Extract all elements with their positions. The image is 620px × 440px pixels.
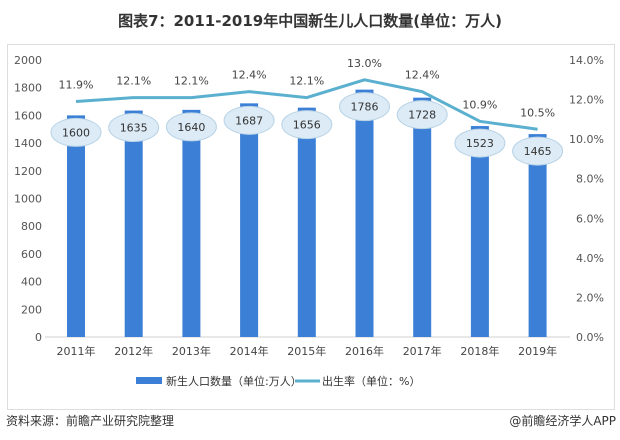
bar xyxy=(528,134,547,337)
x-tick-label: 2019年 xyxy=(518,344,557,358)
bar-label-bubble xyxy=(512,136,564,166)
left-tick-label: 2000 xyxy=(14,54,42,67)
right-tick-label: 10.0% xyxy=(569,133,604,146)
left-tick-label: 1600 xyxy=(14,109,42,122)
line-data-label: 11.9% xyxy=(59,79,94,92)
x-tick-label: 2018年 xyxy=(460,344,499,358)
line-data-label: 10.9% xyxy=(462,98,497,111)
line-data-label: 12.1% xyxy=(174,75,209,88)
left-tick-label: 200 xyxy=(21,303,42,316)
legend-bar-label: 新生人口数量（单位:万人） xyxy=(166,374,302,388)
bar-label-bubble xyxy=(108,113,160,143)
x-tick-label: 2016年 xyxy=(345,344,384,358)
left-tick-label: 1400 xyxy=(14,137,42,150)
right-tick-label: 2.0% xyxy=(576,291,604,304)
line-data-label: 12.1% xyxy=(289,75,324,88)
bar-data-label: 1687 xyxy=(235,114,263,127)
credit: @前瞻经济学人APP xyxy=(509,414,616,428)
line-data-label: 10.5% xyxy=(520,106,555,119)
bar-data-label: 1728 xyxy=(408,109,436,122)
bar-label-bubble xyxy=(50,117,102,147)
x-tick-label: 2013年 xyxy=(172,344,211,358)
bar xyxy=(67,115,85,338)
x-tick-label: 2014年 xyxy=(230,344,269,358)
x-tick-label: 2012年 xyxy=(114,344,153,358)
left-tick-label: 800 xyxy=(21,220,42,233)
bar-data-label: 1635 xyxy=(120,122,148,135)
x-tick-label: 2017年 xyxy=(403,344,442,358)
bar xyxy=(470,126,489,337)
chart-frame xyxy=(7,44,615,410)
bar-label-bubble xyxy=(339,92,390,122)
bar-label-bubble xyxy=(281,110,333,140)
right-tick-label: 14.0% xyxy=(569,54,604,67)
bar-label-bubble xyxy=(454,128,506,158)
line-data-label: 13.0% xyxy=(347,57,382,70)
bar xyxy=(182,109,201,337)
bar xyxy=(124,110,143,338)
bar-label-bubble xyxy=(165,112,217,142)
x-tick-label: 2015年 xyxy=(287,344,326,358)
left-tick-label: 400 xyxy=(21,276,42,289)
right-tick-label: 8.0% xyxy=(576,173,604,186)
left-tick-label: 600 xyxy=(21,248,42,261)
legend-bar-swatch xyxy=(136,377,162,384)
left-tick-label: 1800 xyxy=(14,82,42,95)
line-data-label: 12.4% xyxy=(405,69,440,82)
bar xyxy=(297,107,316,337)
chart-title: 图表7：2011-2019年中国新生儿人口数量(单位：万人) xyxy=(118,12,502,30)
rate-line xyxy=(75,78,538,131)
left-tick-label: 1200 xyxy=(14,165,42,178)
right-tick-label: 4.0% xyxy=(576,252,604,265)
right-tick-label: 12.0% xyxy=(569,94,604,107)
source-note: 资料来源：前瞻产业研究院整理 xyxy=(6,414,175,428)
line-data-label: 12.4% xyxy=(232,69,267,82)
right-tick-label: 6.0% xyxy=(576,212,604,225)
bar xyxy=(413,97,432,337)
legend-line-label: 出生率（单位：%） xyxy=(322,374,420,388)
bar-label-bubble xyxy=(396,100,448,130)
bar-label-bubble xyxy=(223,105,275,135)
bar-data-label: 1640 xyxy=(177,121,205,134)
bar-data-label: 1600 xyxy=(62,126,90,139)
right-tick-label: 0.0% xyxy=(576,331,604,344)
left-tick-label: 1000 xyxy=(14,193,42,206)
bar xyxy=(240,103,259,338)
bar-data-label: 1465 xyxy=(524,145,552,158)
bar-data-label: 1786 xyxy=(351,101,379,114)
bar-data-label: 1523 xyxy=(466,137,494,150)
line-data-label: 12.1% xyxy=(116,75,151,88)
bar-data-label: 1656 xyxy=(293,119,321,132)
x-tick-label: 2011年 xyxy=(57,344,96,358)
bar xyxy=(355,89,374,337)
left-tick-label: 0 xyxy=(35,331,42,344)
